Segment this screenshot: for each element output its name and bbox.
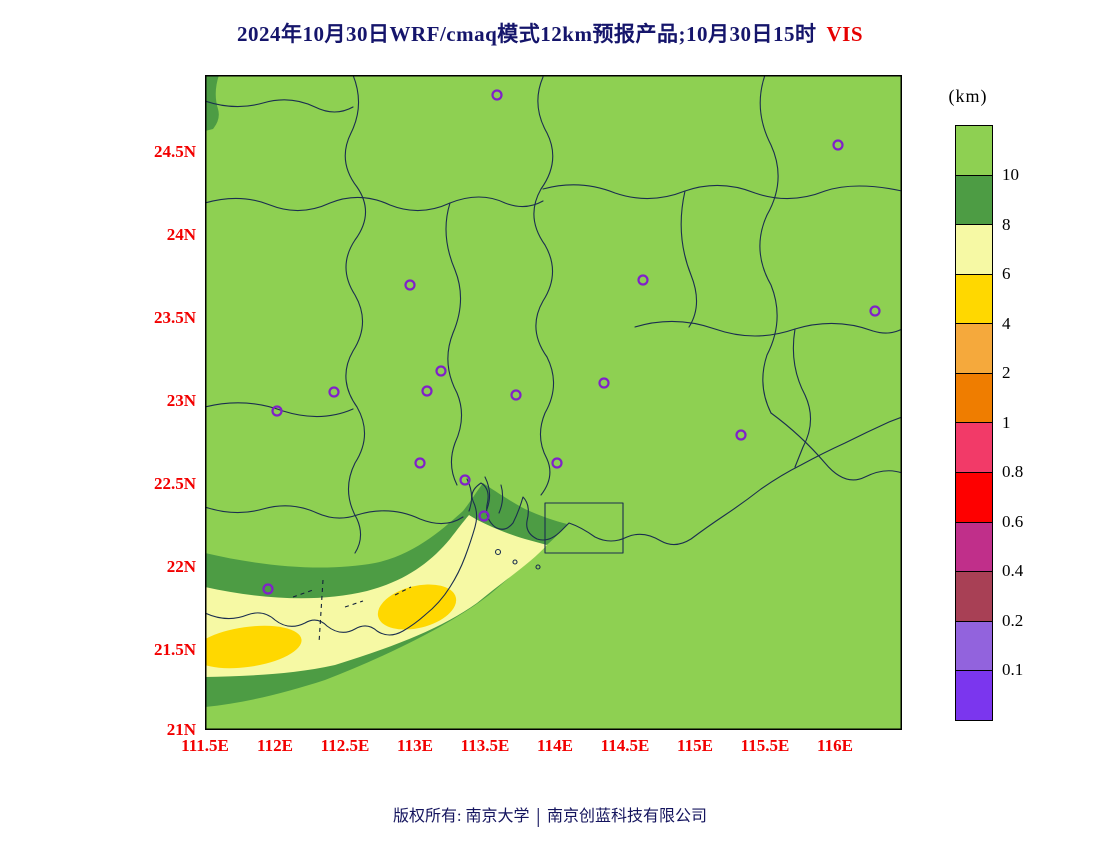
station-marker [459,474,471,486]
station-marker [271,405,283,417]
inset-box [544,502,624,554]
lon-label: 115.5E [740,736,790,755]
colorbar-unit: (km) [948,86,988,106]
lat-label: 21.5N [153,640,196,659]
station-marker [435,365,447,377]
station-marker [598,377,610,389]
colorbar-segment [956,572,992,622]
station-marker [832,139,844,151]
station-marker [414,457,426,469]
colorbar-segment [956,671,992,720]
station-marker [421,385,433,397]
lat-label: 22N [166,557,196,576]
lon-label: 116E [817,736,853,755]
lon-label: 113E [397,736,433,755]
colorbar-tick: 8 [1002,215,1011,234]
colorbar-tick: 0.2 [1002,611,1024,630]
copyright-line: 版权所有: 南京大学 | 南京创蓝科技有限公司 [0,802,1100,828]
lat-label: 24.5N [153,142,196,161]
colorbar-tick: 0.8 [1002,462,1024,481]
colorbar-segment [956,373,992,424]
lon-label: 115E [677,736,713,755]
title-text: 2024年10月30日WRF/cmaq模式12km预报产品;10月30日15时 [236,22,817,46]
colorbar-segment [956,522,992,573]
lon-label: 114E [537,736,573,755]
colorbar-tick: 1 [1002,413,1011,432]
island [535,564,541,570]
lon-label: 111.5E [181,736,229,755]
colorbar [955,125,993,721]
island [494,548,502,556]
forecast-map [205,75,902,730]
colorbar-tick: 0.4 [1002,561,1024,580]
station-marker [478,510,490,522]
colorbar-segment [956,274,992,325]
copyright-left: 版权所有: 南京大学 [393,808,530,825]
colorbar-segment [956,473,992,523]
colorbar-segment [956,423,992,474]
colorbar-segment [956,621,992,672]
lat-label: 23N [166,391,196,410]
visibility-core-central [377,584,457,630]
colorbar-segment [956,225,992,275]
colorbar-tick: 6 [1002,264,1011,283]
station-marker [491,89,503,101]
map-border [205,75,902,730]
colorbar-tick: 0.6 [1002,512,1024,531]
lat-label: 21N [166,720,196,739]
island [512,559,518,565]
station-marker [637,274,649,286]
figure-title: 2024年10月30日WRF/cmaq模式12km预报产品;10月30日15时 V… [0,18,1100,48]
title-variable: VIS [826,22,864,46]
lat-label: 23.5N [153,308,196,327]
station-markers [262,89,881,595]
colorbar-tick: 4 [1002,314,1011,333]
colorbar-segment [956,324,992,374]
station-marker [510,389,522,401]
lat-label: 22.5N [153,474,196,493]
colorbar-tick: 10 [1002,165,1019,184]
copyright-right: 南京创蓝科技有限公司 [546,808,707,825]
colorbar-tick: 0.1 [1002,660,1024,679]
station-marker [735,429,747,441]
lon-label: 112.5E [320,736,370,755]
coastline [205,416,902,636]
lat-label: 24N [166,225,196,244]
station-marker [551,457,563,469]
station-marker [262,583,274,595]
lon-label: 114.5E [600,736,650,755]
station-marker [869,305,881,317]
colorbar-segment [956,126,992,176]
lon-label: 112E [257,736,293,755]
copyright-divider: | [536,804,540,828]
visibility-core-west [205,625,302,669]
station-marker [404,279,416,291]
colorbar-segment [956,175,992,226]
station-marker [328,386,340,398]
dashed-boundaries [292,579,412,644]
lon-label: 113.5E [460,736,510,755]
province-boundaries [205,75,902,636]
colorbar-tick: 2 [1002,363,1011,382]
